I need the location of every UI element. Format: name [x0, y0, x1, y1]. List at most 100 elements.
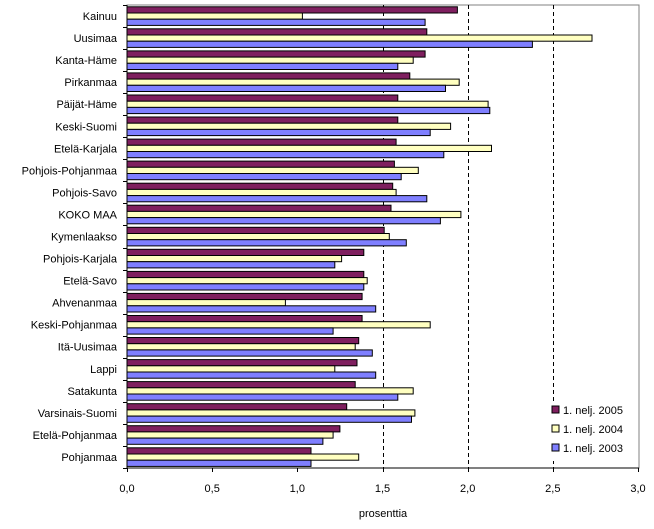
- bar-2003: [126, 437, 324, 445]
- bar-2005: [126, 6, 458, 14]
- bar-2005: [126, 359, 358, 367]
- bar-2005: [126, 138, 397, 146]
- legend-swatch: [551, 405, 560, 414]
- bar-2003: [126, 40, 533, 48]
- bar-2003: [126, 283, 365, 291]
- bar-2004: [126, 453, 360, 461]
- bar-2004: [126, 56, 414, 64]
- x-tick-label: 1,5: [375, 483, 390, 495]
- bar-2005: [126, 292, 363, 301]
- x-tick-label: 3,0: [630, 483, 645, 495]
- category-label: Keski-Pohjanmaa: [31, 320, 118, 332]
- x-tick-label: 2,0: [460, 483, 475, 495]
- bar-2005: [126, 72, 411, 80]
- bar-2005: [126, 28, 428, 36]
- category-labels: Kainuu Uusimaa Kanta-Häme Pirkanmaa Päijät-H…: [22, 11, 118, 464]
- bar-2004: [126, 299, 286, 307]
- bar-2005: [126, 447, 312, 455]
- x-tick-label: 1,0: [290, 483, 305, 495]
- category-label: Kainuu: [83, 11, 117, 23]
- x-tick-label: 0,5: [205, 483, 220, 495]
- bar-2003: [126, 239, 407, 247]
- legend-label: 1. nelj. 2003: [563, 443, 623, 455]
- bar-2005: [126, 403, 348, 411]
- bar-2003: [126, 84, 446, 93]
- category-label: Satakunta: [67, 386, 117, 398]
- bar-2003: [126, 62, 399, 70]
- category-label: Kymenlaakso: [51, 232, 117, 244]
- bar-2004: [126, 343, 356, 351]
- legend-background: [548, 401, 634, 461]
- bar-2004: [126, 166, 419, 175]
- bar-2003: [126, 18, 426, 26]
- category-label: Pohjois-Pohjanmaa: [22, 165, 118, 177]
- bar-2003: [126, 261, 336, 269]
- category-label: Uusimaa: [74, 33, 118, 45]
- x-axis-title: prosenttia: [359, 508, 408, 520]
- bar-2005: [126, 381, 356, 389]
- bar-2003: [126, 349, 373, 357]
- bar-2005: [126, 182, 394, 190]
- category-label: Ahvenanmaa: [52, 298, 118, 310]
- category-label: Keski-Suomi: [55, 121, 117, 133]
- bar-2003: [126, 459, 312, 467]
- category-label: Varsinais-Suomi: [38, 408, 117, 420]
- bar-2003: [126, 106, 491, 115]
- bar-2003: [126, 393, 399, 401]
- bar-2004: [126, 277, 368, 285]
- bar-2003: [126, 195, 428, 203]
- bar-2005: [126, 425, 341, 433]
- legend: 1. nelj. 2005 1. nelj. 2004 1. nelj. 2003: [548, 401, 634, 461]
- bar-2004: [126, 144, 492, 153]
- x-tick-label: 2,5: [545, 483, 560, 495]
- bars-group: [126, 6, 593, 467]
- x-tick-label: 0,0: [119, 483, 134, 495]
- legend-label: 1. nelj. 2004: [563, 424, 623, 436]
- category-label: Kanta-Häme: [55, 55, 117, 67]
- bar-2004: [126, 233, 390, 241]
- bar-2004: [126, 122, 452, 130]
- bar-2003: [126, 305, 377, 313]
- category-label: Etelä-Savo: [63, 276, 117, 288]
- bar-2003: [126, 173, 402, 181]
- bar-2005: [126, 50, 426, 58]
- bar-2005: [126, 337, 360, 345]
- bar-2004: [126, 255, 343, 263]
- bar-2003: [126, 151, 445, 159]
- category-label: Pirkanmaa: [64, 77, 117, 89]
- bar-2004: [126, 321, 431, 329]
- category-label: Pohjois-Karjala: [43, 254, 118, 266]
- x-tick-labels: 0,0 0,5 1,0 1,5 2,0 2,5 3,0: [119, 483, 645, 495]
- bar-2005: [126, 270, 365, 279]
- bar-2004: [126, 365, 336, 373]
- legend-label: 1. nelj. 2005: [563, 405, 623, 417]
- bar-2003: [126, 415, 412, 423]
- bar-2004: [126, 188, 397, 197]
- legend-swatch: [551, 424, 560, 433]
- bar-2004: [126, 387, 414, 395]
- bar-2004: [126, 431, 334, 439]
- bar-2005: [126, 226, 385, 235]
- bar-2003: [126, 371, 377, 379]
- bar-2005: [126, 160, 395, 168]
- bar-2005: [126, 204, 392, 212]
- category-label: Pohjois-Savo: [52, 187, 117, 199]
- bar-2004: [126, 12, 303, 20]
- bar-2004: [126, 409, 416, 417]
- bar-2005: [126, 315, 363, 323]
- category-label: Lappi: [90, 364, 117, 376]
- category-label: Pohjanmaa: [61, 452, 118, 464]
- category-label: Etelä-Karjala: [54, 143, 118, 155]
- bar-2003: [126, 128, 431, 137]
- bar-2004: [126, 100, 489, 108]
- category-label: Etelä-Pohjanmaa: [33, 430, 118, 442]
- bar-2004: [126, 210, 462, 219]
- bar-2004: [126, 34, 593, 42]
- bar-2004: [126, 78, 460, 86]
- category-label: Päijät-Häme: [56, 99, 117, 111]
- bar-2005: [126, 94, 399, 102]
- bar-2005: [126, 116, 399, 124]
- category-label: Itä-Uusimaa: [58, 342, 118, 354]
- legend-swatch: [551, 443, 560, 452]
